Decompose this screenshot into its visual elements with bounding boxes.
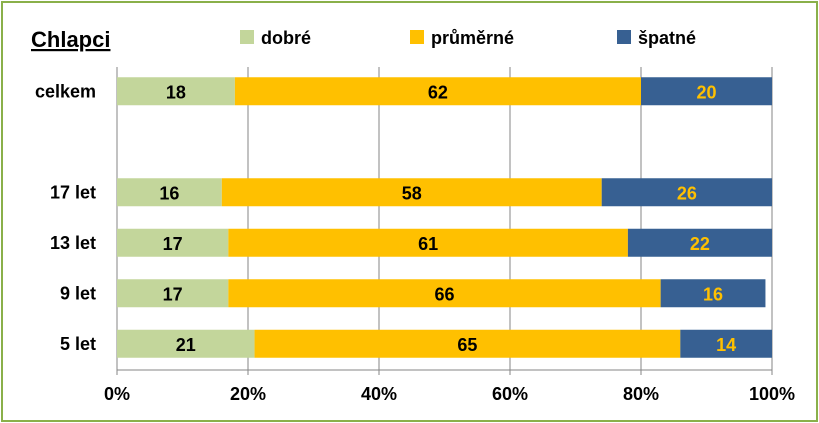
data-label: 20 bbox=[696, 82, 716, 102]
data-label: 65 bbox=[457, 335, 477, 355]
bar-segment bbox=[641, 77, 772, 106]
data-label: 22 bbox=[690, 234, 710, 254]
data-label: 26 bbox=[677, 183, 697, 203]
category-label: celkem bbox=[35, 81, 96, 101]
data-label: 21 bbox=[176, 335, 196, 355]
data-label: 62 bbox=[428, 82, 448, 102]
bar-segment bbox=[680, 329, 772, 358]
bar-segment bbox=[117, 329, 255, 358]
x-tick-label: 60% bbox=[492, 384, 528, 404]
bar-segment bbox=[660, 279, 766, 308]
bar-segment bbox=[221, 178, 602, 207]
data-label: 17 bbox=[163, 284, 183, 304]
data-label: 17 bbox=[163, 234, 183, 254]
bar-segment bbox=[117, 279, 229, 308]
data-label: 18 bbox=[166, 82, 186, 102]
legend-swatch bbox=[240, 30, 254, 44]
legend-label: průměrné bbox=[431, 28, 514, 48]
category-label: 9 let bbox=[60, 283, 96, 303]
bar-segment bbox=[228, 279, 661, 308]
legend-swatch bbox=[410, 30, 424, 44]
legend-label: špatné bbox=[638, 28, 696, 48]
x-tick-label: 0% bbox=[104, 384, 130, 404]
bar-segment bbox=[117, 77, 235, 106]
bar-segment bbox=[117, 228, 229, 257]
x-tick-label: 80% bbox=[623, 384, 659, 404]
bar-segment bbox=[627, 228, 772, 257]
bar-segment bbox=[234, 77, 641, 106]
category-label: 13 let bbox=[50, 233, 96, 253]
legend-swatch bbox=[617, 30, 631, 44]
bar-segment bbox=[117, 178, 222, 207]
data-label: 16 bbox=[703, 284, 723, 304]
bar-segment bbox=[228, 228, 628, 257]
legend-label: dobré bbox=[261, 28, 311, 48]
bar-segment bbox=[254, 329, 681, 358]
x-tick-label: 40% bbox=[361, 384, 397, 404]
x-tick-label: 20% bbox=[230, 384, 266, 404]
data-label: 58 bbox=[402, 183, 422, 203]
data-label: 66 bbox=[434, 284, 454, 304]
category-label: 5 let bbox=[60, 334, 96, 354]
chart-title: Chlapci bbox=[31, 27, 110, 52]
data-label: 14 bbox=[716, 335, 736, 355]
data-label: 16 bbox=[159, 183, 179, 203]
category-label: 17 let bbox=[50, 182, 96, 202]
data-label: 61 bbox=[418, 234, 438, 254]
bar-segment bbox=[601, 178, 772, 207]
x-tick-label: 100% bbox=[749, 384, 795, 404]
